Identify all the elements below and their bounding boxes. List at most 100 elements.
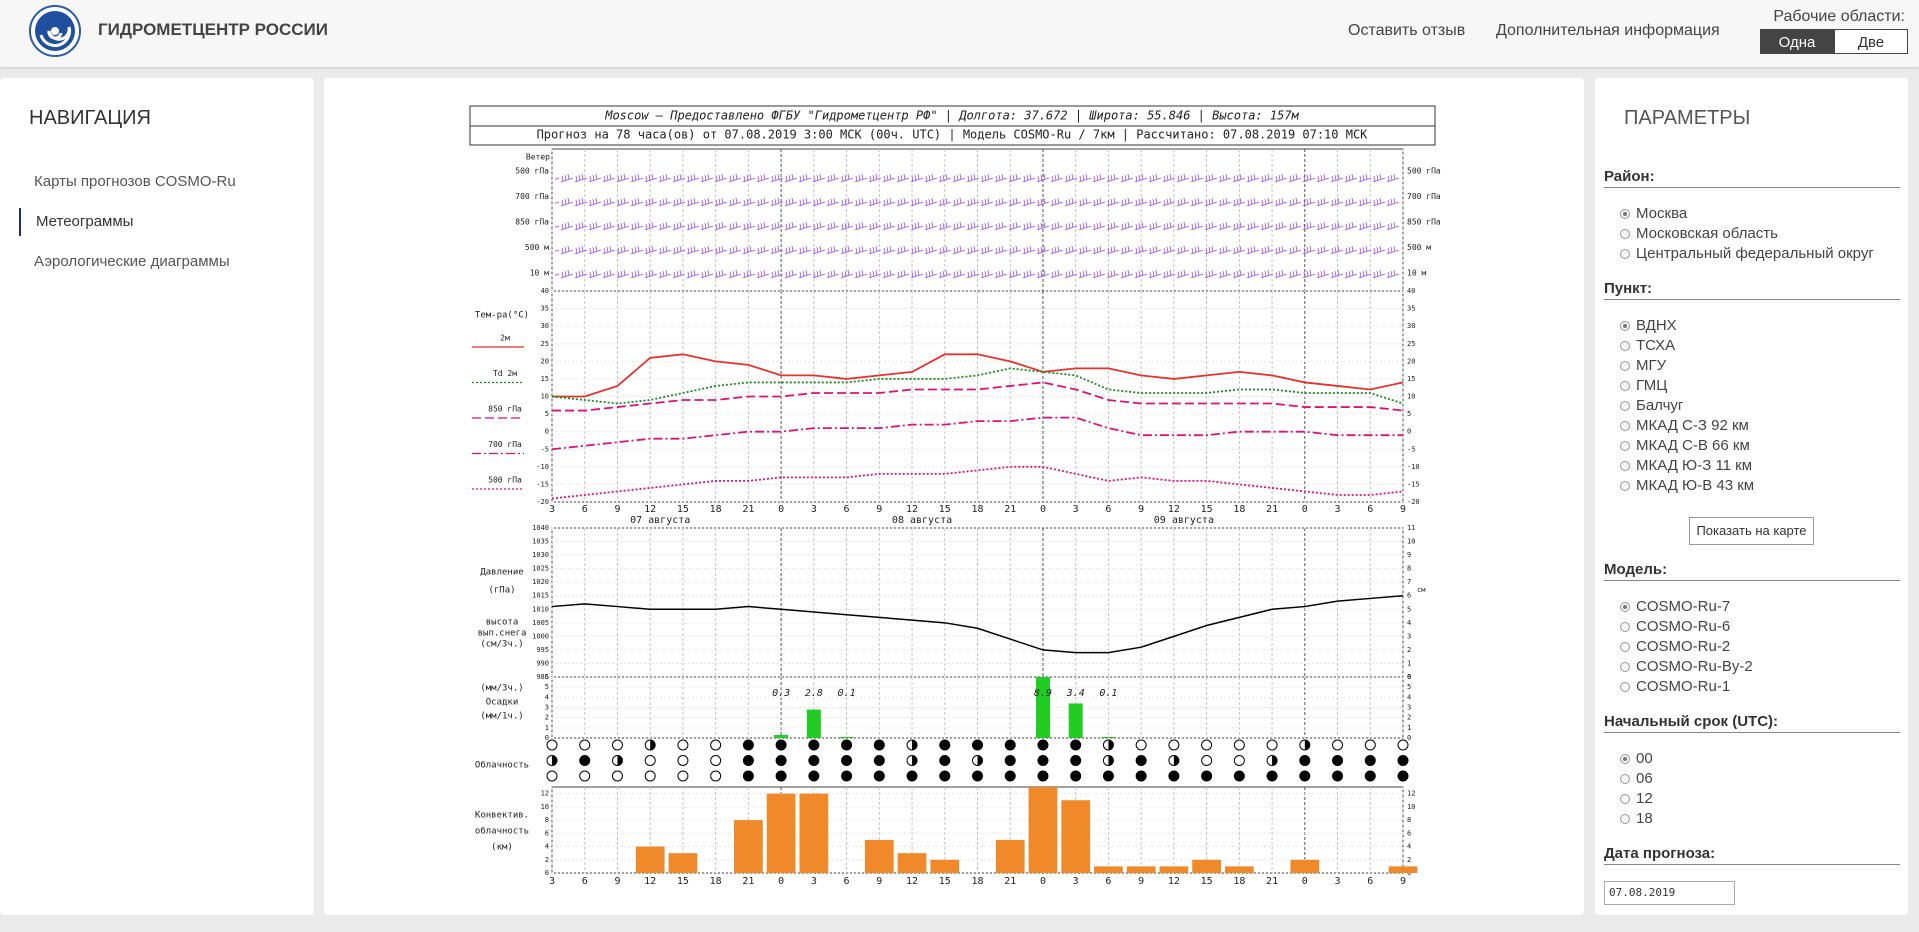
radio[interactable] bbox=[1620, 341, 1630, 351]
hour-label: 12 bbox=[906, 504, 918, 515]
nav-link[interactable]: Аэрологические диаграммы bbox=[34, 253, 230, 270]
cloud-symbol bbox=[1201, 770, 1213, 782]
cloud-symbol bbox=[1070, 770, 1082, 782]
workspace-button[interactable]: Одна bbox=[1760, 29, 1834, 54]
radio-option[interactable]: ГМЦ bbox=[1620, 376, 1900, 396]
cloud-symbol-fill bbox=[1173, 755, 1179, 766]
cloud-symbol bbox=[1135, 770, 1147, 782]
radio[interactable] bbox=[1620, 602, 1630, 612]
hour-label: 15 bbox=[1201, 876, 1213, 887]
radio[interactable] bbox=[1620, 421, 1630, 431]
cloud-symbol bbox=[939, 770, 951, 782]
radio[interactable] bbox=[1620, 209, 1630, 219]
y-tick-label: 2 bbox=[1407, 856, 1411, 864]
cloud-symbol bbox=[906, 770, 918, 782]
temperature-line bbox=[551, 367, 1404, 405]
panel-label: высота bbox=[486, 618, 519, 628]
params-panel: ПАРАМЕТРЫ Район: Москва Московская область… bbox=[1595, 78, 1908, 915]
y-tick-label: 0 bbox=[545, 734, 549, 742]
y-tick-label: 990 bbox=[536, 659, 549, 667]
radio[interactable] bbox=[1620, 381, 1630, 391]
precip-value-label: 0.1 bbox=[838, 688, 856, 699]
cloud-symbol bbox=[1233, 770, 1245, 782]
radio-option[interactable]: 06 bbox=[1620, 769, 1900, 789]
radio[interactable] bbox=[1620, 642, 1630, 652]
radio-option[interactable]: МКАД Ю-В 43 км bbox=[1620, 476, 1900, 496]
radio-option[interactable]: МГУ bbox=[1620, 356, 1900, 376]
radio[interactable] bbox=[1620, 461, 1630, 471]
date-input[interactable]: 07.08.2019 bbox=[1604, 881, 1735, 905]
radio[interactable] bbox=[1620, 662, 1630, 672]
radio[interactable] bbox=[1620, 229, 1630, 239]
header-link[interactable]: Оставить отзыв bbox=[1348, 22, 1466, 39]
radio-option[interactable]: COSMO-Ru-7 bbox=[1620, 597, 1900, 617]
header-link[interactable]: Дополнительная информация bbox=[1496, 22, 1720, 39]
radio-option[interactable]: COSMO-Ru-2 bbox=[1620, 637, 1900, 657]
nav-active-bar bbox=[19, 208, 21, 236]
cloud-symbol bbox=[1233, 755, 1245, 766]
radio-option[interactable]: ВДНХ bbox=[1620, 316, 1900, 336]
y-tick-label: 35 bbox=[1407, 305, 1415, 313]
radio[interactable] bbox=[1620, 682, 1630, 692]
panel-label: Давление bbox=[480, 568, 523, 578]
radio[interactable] bbox=[1620, 321, 1630, 331]
y-tick-label: 12 bbox=[541, 790, 549, 798]
panel-label: Осадки bbox=[486, 698, 519, 708]
radio-option[interactable]: COSMO-Ru-1 bbox=[1620, 677, 1900, 697]
option-list: ВДНХ ТСХА МГУ ГМЦ Балчуг МКАД С-З 92 км МКАД С… bbox=[1604, 316, 1900, 496]
radio-option[interactable]: 18 bbox=[1620, 809, 1900, 829]
hour-label: 12 bbox=[1168, 876, 1180, 887]
radio[interactable] bbox=[1620, 794, 1630, 804]
radio-option[interactable]: Москва bbox=[1620, 204, 1900, 224]
convective-bar bbox=[1028, 787, 1058, 873]
show-map-button[interactable]: Показать на карте bbox=[1689, 517, 1814, 545]
radio[interactable] bbox=[1620, 814, 1630, 824]
panel-label: (гПа) bbox=[488, 586, 515, 596]
radio[interactable] bbox=[1620, 774, 1630, 784]
option-list: Москва Московская область Центральный феде… bbox=[1604, 204, 1900, 264]
radio[interactable] bbox=[1620, 361, 1630, 371]
cloud-symbol bbox=[1397, 755, 1409, 766]
radio-option[interactable]: COSMO-Ru-6 bbox=[1620, 617, 1900, 637]
workspace-button[interactable]: Две bbox=[1834, 29, 1908, 54]
radio-option[interactable]: COSMO-Ru-By-2 bbox=[1620, 657, 1900, 677]
radio[interactable] bbox=[1620, 401, 1630, 411]
wind-level-label: 500 м bbox=[525, 243, 549, 252]
convective-bar bbox=[930, 859, 960, 873]
hour-label: 3 bbox=[811, 504, 817, 515]
radio[interactable] bbox=[1620, 622, 1630, 632]
hour-label: 18 bbox=[710, 504, 722, 515]
radio-option[interactable]: Балчуг bbox=[1620, 396, 1900, 416]
radio[interactable] bbox=[1620, 481, 1630, 491]
y-tick-label: 30 bbox=[541, 322, 549, 330]
radio-option[interactable]: Московская область bbox=[1620, 224, 1900, 244]
y-tick-label: 4 bbox=[545, 843, 549, 851]
radio[interactable] bbox=[1620, 441, 1630, 451]
y-tick-label: -20 bbox=[1407, 498, 1420, 506]
convective-bar bbox=[1126, 866, 1156, 873]
nav-link[interactable]: Карты прогнозов COSMO-Ru bbox=[34, 173, 236, 190]
nav-link[interactable]: Метеограммы bbox=[36, 213, 134, 230]
wind-barbs bbox=[555, 210, 1400, 234]
hour-label: 21 bbox=[1004, 504, 1016, 515]
radio-option[interactable]: 00 bbox=[1620, 749, 1900, 769]
params-title: ПАРАМЕТРЫ bbox=[1624, 107, 1751, 129]
cloud-symbol bbox=[1004, 739, 1016, 751]
radio[interactable] bbox=[1620, 754, 1630, 764]
cloud-symbol bbox=[546, 770, 558, 782]
radio[interactable] bbox=[1620, 249, 1630, 259]
radio-option[interactable]: МКАД Ю-З 11 км bbox=[1620, 456, 1900, 476]
precip-value-label: 8.9 bbox=[1034, 688, 1052, 699]
y-tick-label: 1 bbox=[1407, 724, 1411, 732]
hour-label: 9 bbox=[1400, 504, 1406, 515]
radio-option[interactable]: ТСХА bbox=[1620, 336, 1900, 356]
radio-option[interactable]: МКАД С-В 66 км bbox=[1620, 436, 1900, 456]
radio-option[interactable]: Центральный федеральный округ bbox=[1620, 244, 1900, 264]
y-tick-label: 985 bbox=[536, 673, 549, 681]
precip-bar bbox=[1068, 703, 1083, 738]
radio-option[interactable]: МКАД С-З 92 км bbox=[1620, 416, 1900, 436]
cloud-symbol bbox=[1299, 770, 1311, 782]
header: ГИДРОМЕТЦЕНТР РОССИИ Оставить отзыв Допо… bbox=[0, 0, 1919, 67]
radio-option[interactable]: 12 bbox=[1620, 789, 1900, 809]
workspaces: Одна Две bbox=[1760, 29, 1908, 54]
